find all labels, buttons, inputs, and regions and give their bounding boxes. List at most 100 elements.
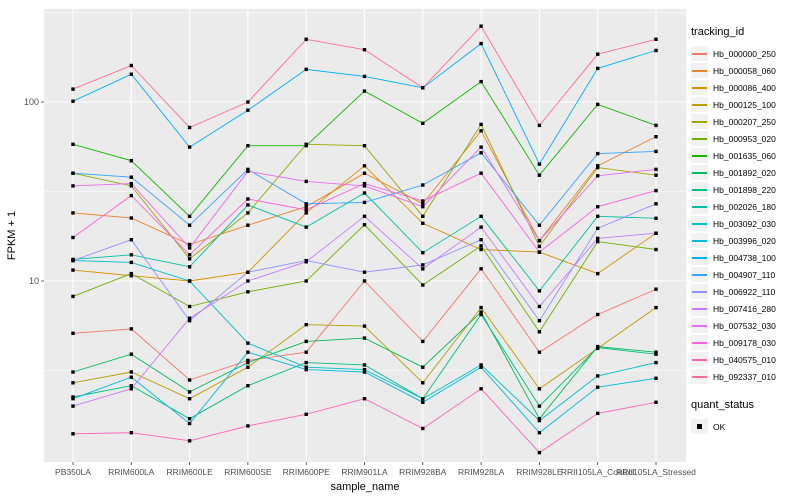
legend-item-label: Hb_092337_010 [713, 371, 776, 382]
legend-key-swatch [691, 165, 708, 180]
legend-item-label: Hb_000125_100 [713, 99, 776, 110]
data-point-marker [246, 341, 250, 345]
data-point-marker [304, 365, 308, 369]
data-point-marker [129, 72, 133, 76]
data-point-marker [479, 145, 483, 149]
data-point-marker [304, 260, 308, 264]
x-tick-label: PB350LA [55, 467, 91, 477]
legend-key-swatch [691, 199, 708, 214]
data-point-marker [479, 238, 483, 242]
quant-status-legend: quant_status OK [691, 399, 799, 435]
data-point-marker [654, 287, 658, 291]
legend-item-Hb_006922_110: Hb_006922_110 [691, 283, 799, 300]
data-point-marker [654, 135, 658, 139]
data-point-marker [596, 52, 600, 56]
data-point-marker [479, 171, 483, 175]
legend-key-swatch [691, 216, 708, 231]
legend-item-Hb_000207_250: Hb_000207_250 [691, 113, 799, 130]
data-point-marker [71, 381, 75, 385]
legend-item-Hb_004738_100: Hb_004738_100 [691, 249, 799, 266]
data-point-marker [421, 205, 425, 209]
data-point-marker [362, 370, 367, 374]
data-point-marker [187, 439, 192, 443]
legend-line-icon [692, 325, 707, 327]
data-point-marker [537, 223, 542, 227]
y-axis-title: FPKM + 1 [6, 211, 18, 260]
data-point-marker [596, 374, 600, 378]
data-point-marker [654, 400, 658, 404]
data-point-marker [187, 390, 192, 394]
data-point-marker [421, 202, 425, 206]
data-point-marker [421, 400, 425, 404]
data-point-marker [362, 144, 367, 148]
data-point-marker [479, 365, 483, 369]
data-point-marker [304, 144, 308, 148]
legend-title-tracking-id: tracking_id [691, 26, 745, 38]
data-point-marker [246, 203, 250, 207]
legend-item-label: Hb_003092_030 [713, 218, 776, 229]
data-point-marker [537, 330, 542, 334]
data-point-marker [71, 370, 75, 374]
data-point-marker [187, 145, 192, 149]
data-point-marker [479, 151, 483, 155]
data-point-marker [187, 279, 192, 283]
data-point-marker [654, 376, 658, 380]
data-point-marker [362, 184, 367, 188]
data-point-marker [654, 149, 658, 154]
data-point-marker [596, 174, 600, 178]
data-point-marker [537, 123, 542, 128]
tracking-id-legend-items: Hb_000000_250 Hb_000058_060 Hb_000086_400 H… [691, 45, 799, 385]
data-point-marker [654, 173, 658, 177]
data-point-marker [654, 202, 658, 206]
data-point-marker [129, 181, 133, 186]
legend-line-icon [692, 189, 707, 191]
data-point-marker [596, 345, 600, 350]
legend-item-Hb_000086_400: Hb_000086_400 [691, 79, 799, 96]
data-point-marker [537, 431, 542, 435]
data-point-marker [479, 310, 483, 314]
data-point-marker [421, 283, 425, 287]
data-point-marker [479, 312, 483, 317]
data-point-marker [362, 363, 367, 367]
legend-line-icon [692, 342, 707, 344]
x-tick-label: RRIM901LA [341, 467, 388, 477]
legend-line-icon [692, 240, 707, 242]
legend-line-icon [692, 87, 707, 89]
data-point-marker [421, 121, 425, 125]
data-point-marker [362, 214, 367, 218]
legend-line-icon [692, 138, 707, 140]
x-tick-label: RRII105LA_Stressed [616, 467, 696, 477]
data-point-marker [246, 167, 250, 172]
data-point-marker [362, 164, 367, 168]
data-point-marker [421, 86, 425, 90]
legend-line-icon [692, 308, 707, 310]
legend-item-Hb_004907_110: Hb_004907_110 [691, 266, 799, 283]
data-point-marker [596, 226, 600, 230]
legend-key-swatch [691, 369, 708, 384]
data-point-marker [246, 100, 250, 104]
legend-line-icon [692, 274, 707, 276]
data-point-marker [654, 305, 658, 310]
data-point-marker [187, 265, 192, 269]
data-point-marker [479, 129, 483, 133]
data-point-marker [129, 184, 133, 188]
legend-item-Hb_001898_220: Hb_001898_220 [691, 181, 799, 198]
data-point-marker [537, 162, 542, 166]
data-point-marker [362, 171, 367, 175]
data-point-marker [129, 384, 133, 388]
data-point-marker [596, 411, 600, 416]
data-point-marker [71, 432, 75, 436]
legend-item-Hb_000000_250: Hb_000000_250 [691, 45, 799, 62]
legend-item-label: Hb_007416_280 [713, 303, 776, 314]
data-point-marker [654, 123, 658, 128]
legend-item-label: Hb_000207_250 [713, 116, 776, 127]
legend-item-label: OK [713, 421, 726, 432]
data-point-marker [187, 421, 192, 426]
legend-item-label: Hb_004907_110 [713, 269, 776, 280]
data-point-marker [654, 247, 658, 252]
data-point-marker [362, 191, 367, 195]
data-point-marker [362, 324, 367, 328]
quant-status-legend-items: OK [691, 418, 799, 435]
data-point-marker [537, 417, 542, 421]
data-point-marker [654, 231, 658, 235]
